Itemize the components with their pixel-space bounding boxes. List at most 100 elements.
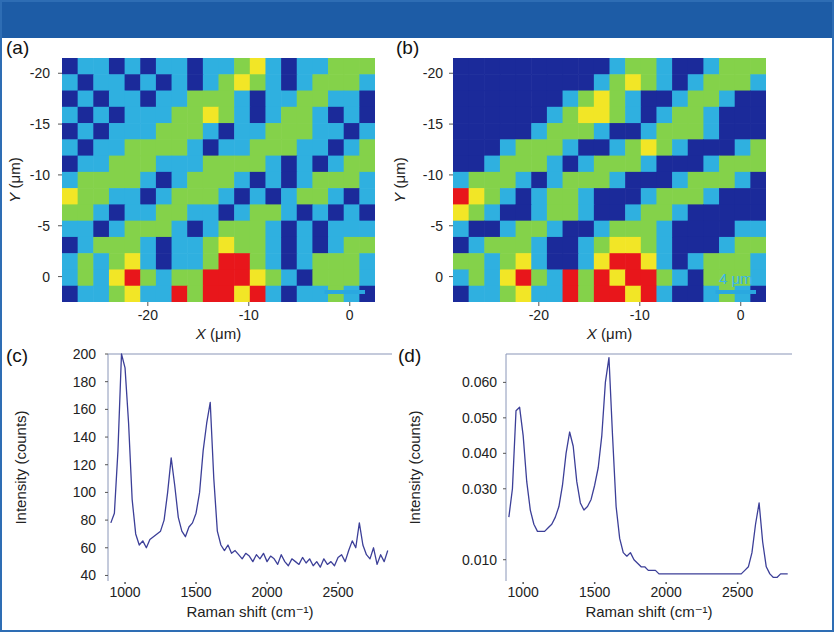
heat-cell bbox=[359, 58, 375, 75]
heat-cell bbox=[578, 139, 594, 156]
heat-cell bbox=[140, 107, 156, 124]
heat-cell bbox=[594, 269, 610, 286]
heat-cell bbox=[109, 58, 125, 75]
heat-cell bbox=[594, 156, 610, 173]
heat-cell bbox=[62, 139, 78, 156]
heat-cell bbox=[297, 91, 313, 108]
heat-cell bbox=[656, 253, 672, 270]
plot-area bbox=[509, 358, 788, 578]
heat-cell bbox=[703, 107, 719, 124]
y-tick bbox=[105, 464, 108, 465]
y-tick-label: 200 bbox=[73, 346, 97, 362]
heat-cell bbox=[281, 58, 297, 75]
heat-cell bbox=[328, 269, 344, 286]
axis-title: X (μm) bbox=[586, 325, 632, 342]
heat-cell bbox=[719, 156, 735, 173]
heat-cell bbox=[78, 204, 94, 221]
heat-cell bbox=[297, 253, 313, 270]
heat-cell bbox=[156, 139, 172, 156]
heat-cell bbox=[234, 188, 250, 205]
heat-cell bbox=[735, 253, 751, 270]
heat-cell bbox=[140, 237, 156, 254]
heat-cell bbox=[719, 91, 735, 108]
heat-cell bbox=[265, 123, 281, 140]
heat-cell bbox=[563, 172, 579, 189]
heat-cell bbox=[359, 156, 375, 173]
heat-cell bbox=[172, 237, 188, 254]
heat-cell bbox=[234, 123, 250, 140]
heat-cell bbox=[265, 253, 281, 270]
heat-cell bbox=[484, 139, 500, 156]
heat-cell bbox=[156, 107, 172, 124]
heat-cell bbox=[641, 269, 657, 286]
heat-cell bbox=[735, 74, 751, 91]
heat-cell bbox=[672, 286, 688, 302]
heat-cell bbox=[563, 156, 579, 173]
heat-cell bbox=[500, 221, 516, 238]
heat-cell bbox=[500, 269, 516, 286]
heat-cell bbox=[735, 204, 751, 221]
x-tick-label: 1000 bbox=[508, 584, 539, 600]
heat-cell bbox=[250, 237, 266, 254]
heat-cell bbox=[531, 237, 547, 254]
heat-cell bbox=[641, 204, 657, 221]
heat-cell bbox=[109, 286, 125, 302]
heat-cell bbox=[610, 74, 626, 91]
heat-cell bbox=[594, 172, 610, 189]
heat-cell bbox=[735, 221, 751, 238]
heat-cell bbox=[469, 91, 485, 108]
heat-cell bbox=[172, 204, 188, 221]
heat-cell bbox=[453, 204, 469, 221]
heat-cell bbox=[500, 204, 516, 221]
heat-cell bbox=[563, 74, 579, 91]
heat-cell bbox=[265, 172, 281, 189]
heat-cell bbox=[265, 139, 281, 156]
heat-cell bbox=[359, 91, 375, 108]
heat-cell bbox=[219, 204, 235, 221]
heat-cell bbox=[297, 123, 313, 140]
heat-cell bbox=[453, 139, 469, 156]
heat-cell bbox=[203, 204, 219, 221]
heat-cell bbox=[578, 58, 594, 75]
heat-cell bbox=[172, 139, 188, 156]
heat-cell bbox=[563, 58, 579, 75]
heat-cell bbox=[672, 253, 688, 270]
heat-cell bbox=[656, 188, 672, 205]
heat-cell bbox=[656, 286, 672, 302]
heat-cell bbox=[281, 156, 297, 173]
heat-cell bbox=[500, 123, 516, 140]
heat-cell bbox=[531, 58, 547, 75]
x-tick bbox=[740, 302, 741, 306]
heat-cell bbox=[281, 172, 297, 189]
y-tick-label: 100 bbox=[73, 484, 97, 500]
heat-cell bbox=[547, 253, 563, 270]
heat-cell bbox=[672, 188, 688, 205]
heat-cell bbox=[187, 123, 203, 140]
heat-cell bbox=[281, 269, 297, 286]
heat-cell bbox=[453, 237, 469, 254]
heat-cell bbox=[547, 91, 563, 108]
heat-cell bbox=[641, 286, 657, 302]
heat-cell bbox=[610, 204, 626, 221]
heat-cell bbox=[265, 91, 281, 108]
heat-cell bbox=[234, 269, 250, 286]
heat-cell bbox=[344, 269, 360, 286]
heat-cell bbox=[625, 269, 641, 286]
heat-cell bbox=[547, 188, 563, 205]
heat-cell bbox=[453, 91, 469, 108]
scale-bar bbox=[325, 290, 365, 294]
y-tick bbox=[503, 382, 506, 383]
heat-cell bbox=[344, 123, 360, 140]
heat-cell bbox=[594, 74, 610, 91]
heat-cell bbox=[109, 253, 125, 270]
heat-cell bbox=[297, 237, 313, 254]
heat-cell bbox=[531, 139, 547, 156]
heat-cell bbox=[62, 237, 78, 254]
heat-cell bbox=[234, 74, 250, 91]
panel-label: (c) bbox=[6, 345, 28, 366]
heat-cell bbox=[563, 107, 579, 124]
heat-cell bbox=[62, 188, 78, 205]
heat-cells bbox=[62, 58, 375, 302]
heat-cell bbox=[516, 58, 532, 75]
heat-cell bbox=[516, 172, 532, 189]
